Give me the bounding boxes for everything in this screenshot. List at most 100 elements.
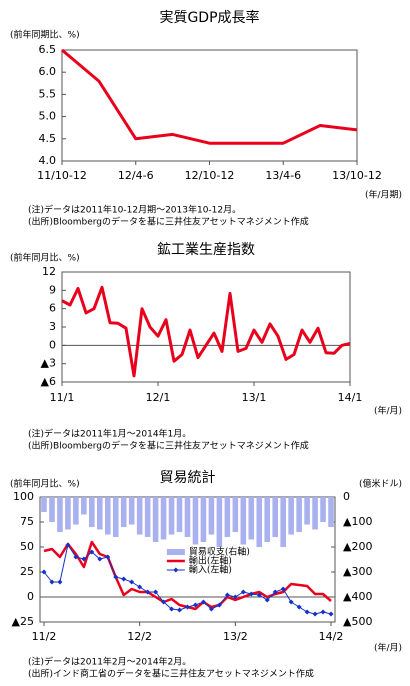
y-axis-label: (前年同期比、%): [10, 29, 80, 41]
bar: [168, 497, 175, 535]
marker: [81, 556, 87, 562]
bar: [81, 497, 87, 515]
bar: [112, 497, 119, 537]
note: (注)データは2011年10-12月期～2013年10-12月。: [28, 204, 241, 216]
legend-marker: [173, 567, 179, 573]
note: (出所)Bloombergのデータを基に三井住友アセットマネジメント作成: [28, 440, 309, 452]
y-tick-label: ▲25: [12, 615, 34, 628]
bar: [240, 497, 247, 545]
marker: [248, 591, 254, 597]
line: [61, 285, 351, 378]
marker: [57, 579, 63, 585]
bar: [216, 497, 223, 547]
y-tick-label: 5.0: [39, 110, 57, 123]
note: (出所)Bloombergのデータを基に三井住友アセットマネジメント作成: [28, 216, 309, 228]
legend-label: 貿易収支(右軸): [189, 546, 250, 558]
marker: [49, 579, 55, 585]
x-tick-label: 13/1: [242, 391, 267, 404]
bar: [320, 497, 326, 522]
bar: [288, 497, 294, 535]
line: [61, 48, 358, 145]
bar: [192, 497, 199, 545]
y2-tick-label: ▲400: [343, 590, 372, 603]
marker: [280, 586, 286, 592]
bar: [184, 497, 191, 537]
x-tick-label: 11/1: [50, 391, 75, 404]
bar: [104, 497, 111, 535]
bar: [49, 497, 55, 522]
marker: [113, 574, 119, 580]
marker: [192, 602, 198, 608]
chart-title: 貿易統計: [160, 470, 216, 486]
bar: [208, 497, 215, 535]
bar: [248, 497, 255, 540]
marker: [169, 606, 175, 612]
x-tick-label: 12/2: [127, 630, 152, 643]
bar: [296, 497, 302, 532]
marker: [320, 609, 326, 615]
marker: [312, 611, 318, 617]
note: (注)データは2011年1月～2014年1月。: [28, 428, 191, 440]
bar: [256, 497, 263, 547]
x-tick-label: 14/2: [319, 630, 344, 643]
bar: [152, 497, 159, 542]
bar: [136, 497, 143, 535]
marker: [256, 592, 262, 598]
bar: [224, 497, 231, 537]
x-tick-label: 13/4-6: [265, 169, 301, 182]
marker: [121, 576, 127, 582]
bar: [57, 497, 63, 532]
bar: [97, 497, 103, 530]
y-tick-label: 0: [49, 338, 56, 351]
x-tick-label: 11/2: [32, 630, 57, 643]
marker: [73, 554, 79, 560]
marker: [328, 611, 334, 617]
bar: [312, 497, 318, 530]
marker: [137, 584, 143, 590]
y-tick-label: 25: [20, 565, 34, 578]
x-tick-label: 12/4-6: [118, 169, 154, 182]
y-tick-label: 0: [27, 590, 34, 603]
y-tick-label: 4.5: [39, 132, 57, 145]
marker: [65, 542, 71, 548]
x-unit: (年/月): [374, 405, 402, 417]
marker: [89, 549, 95, 555]
marker: [272, 589, 278, 595]
y-tick-label: 6.0: [39, 65, 57, 78]
marker: [145, 589, 151, 595]
marker: [240, 589, 246, 595]
marker: [153, 589, 159, 595]
marker: [224, 592, 230, 598]
y-tick-label: 75: [20, 515, 34, 528]
marker: [105, 554, 111, 560]
bar: [176, 497, 183, 532]
marker: [264, 597, 270, 603]
bar: [232, 497, 239, 532]
x-tick-label: 14/1: [338, 391, 363, 404]
x-tick-label: 13/2: [223, 630, 248, 643]
x-tick-label: 11/10-12: [37, 169, 87, 182]
marker: [161, 599, 167, 605]
y-tick-label: 6: [49, 302, 56, 315]
y2-axis-label: (億米ドル): [359, 478, 402, 490]
y2-tick-label: 0: [343, 490, 350, 503]
note: (出所)インド商工省のデータを基に三井住友アセットマネジメント作成: [28, 668, 314, 680]
y-tick-label: 50: [20, 540, 34, 553]
y-tick-label: 12: [42, 265, 56, 278]
bar: [304, 497, 310, 525]
bar: [89, 497, 95, 527]
y-tick-label: ▲3: [41, 357, 56, 370]
y2-tick-label: ▲300: [343, 565, 372, 578]
x-unit: (年/月期): [365, 189, 402, 201]
x-tick-label: 12/10-12: [185, 169, 235, 182]
y-tick-label: 6.5: [39, 43, 57, 56]
legend-swatch: [166, 549, 185, 555]
marker: [304, 609, 310, 615]
x-unit: (年/月): [374, 642, 402, 654]
bar: [73, 497, 79, 525]
y-tick-label: 5.5: [39, 87, 57, 100]
note: (注)データは2011年2月～2014年2月。: [28, 656, 191, 668]
y-tick-label: ▲6: [41, 375, 56, 388]
marker: [288, 599, 294, 605]
